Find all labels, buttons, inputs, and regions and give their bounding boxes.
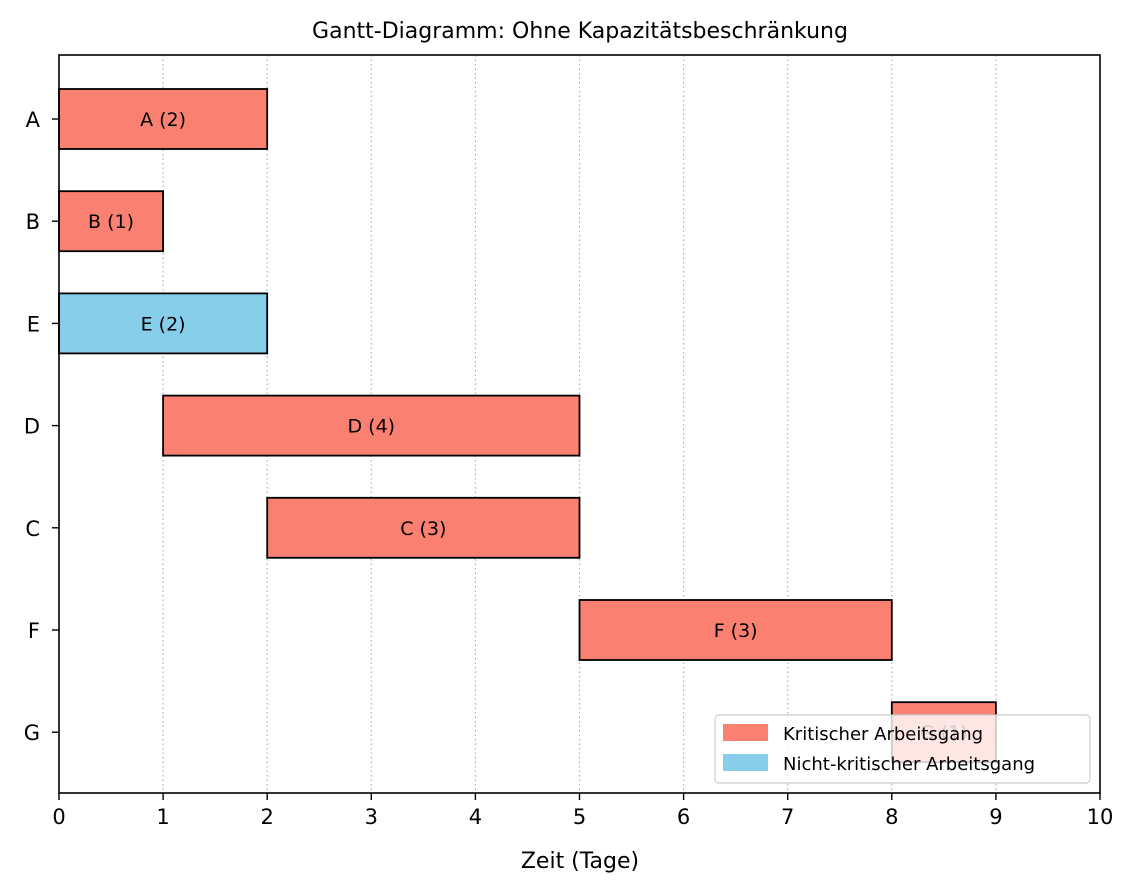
x-tick-label: 2 bbox=[261, 805, 274, 829]
task-bar bbox=[162, 394, 581, 457]
task-bar bbox=[58, 292, 269, 355]
task-bar bbox=[578, 599, 893, 661]
x-tick-label: 3 bbox=[365, 805, 378, 829]
y-tick-label: G bbox=[24, 721, 40, 745]
task-bar bbox=[266, 496, 581, 559]
task-bar-label: A (2) bbox=[140, 109, 186, 131]
x-tick-label: 1 bbox=[156, 805, 169, 829]
legend: Kritischer Arbeitsgang Nicht-kritischer … bbox=[714, 714, 1091, 784]
task-bar bbox=[58, 88, 269, 150]
task-bar-label: F (3) bbox=[714, 620, 758, 642]
x-tick-label: 8 bbox=[885, 805, 898, 829]
x-tick-label: 10 bbox=[1087, 805, 1114, 829]
x-tick-label: 6 bbox=[677, 805, 690, 829]
task-bar-label: C (3) bbox=[400, 518, 446, 540]
legend-label-critical: Kritischer Arbeitsgang bbox=[783, 724, 983, 745]
x-tick-label: 4 bbox=[469, 805, 482, 829]
x-axis: 0 1 2 3 4 5 6 7 8 9 10 bbox=[52, 793, 1113, 829]
bars: A (2)B (1)E (2)D (4)C (3)F (3)G (1) bbox=[58, 88, 997, 764]
x-tick-label: 5 bbox=[573, 805, 586, 829]
legend-box bbox=[714, 714, 1091, 784]
chart-title: Gantt-Diagramm: Ohne Kapazitätsbeschränk… bbox=[312, 19, 848, 44]
y-tick-label: C bbox=[25, 517, 40, 541]
task-bar-label: E (2) bbox=[141, 313, 186, 335]
y-tick-label: B bbox=[26, 210, 40, 234]
y-tick-label: A bbox=[26, 108, 41, 132]
x-axis-label: Zeit (Tage) bbox=[521, 849, 639, 874]
legend-swatch-noncritical bbox=[723, 754, 768, 771]
task-bar-label: D (4) bbox=[348, 416, 396, 438]
y-tick-label: D bbox=[24, 415, 40, 439]
x-tick-label: 0 bbox=[52, 805, 65, 829]
y-tick-label: F bbox=[28, 619, 40, 643]
y-axis: A B E D C F G bbox=[24, 108, 59, 745]
legend-label-noncritical: Nicht-kritischer Arbeitsgang bbox=[783, 754, 1035, 775]
x-tick-label: 7 bbox=[781, 805, 794, 829]
y-tick-label: E bbox=[27, 312, 40, 336]
x-tick-label: 9 bbox=[989, 805, 1002, 829]
task-bar-label: B (1) bbox=[88, 211, 134, 233]
legend-swatch-critical bbox=[723, 724, 768, 741]
